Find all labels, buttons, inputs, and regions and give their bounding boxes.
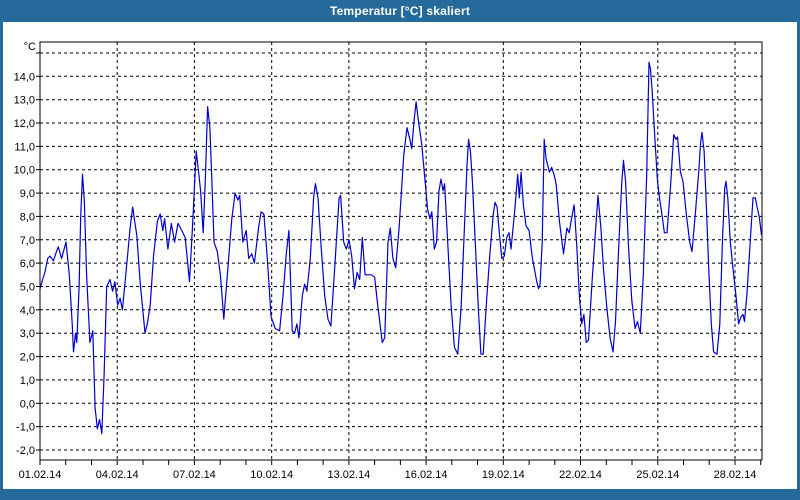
y-tick-label: 6,0 — [20, 258, 35, 270]
y-tick-label: 5,0 — [20, 282, 35, 294]
x-tick-label: 13.02.14 — [327, 469, 370, 481]
x-tick-label: 22.02.14 — [559, 469, 602, 481]
x-tick-label: 16.02.14 — [405, 469, 448, 481]
x-tick-label: 04.02.14 — [96, 469, 139, 481]
y-tick-label: 7,0 — [20, 235, 35, 247]
y-tick-label: 12,0 — [14, 118, 35, 130]
y-tick-label: 10,0 — [14, 165, 35, 177]
x-tick-label: 07.02.14 — [173, 469, 216, 481]
y-tick-label: -2,0 — [16, 445, 35, 457]
temperature-series-line — [39, 61, 763, 435]
x-tick-label: 28.02.14 — [714, 469, 757, 481]
window-title-bar: Temperatur [°C] skaliert — [0, 0, 800, 22]
y-axis-unit-label: °C — [24, 41, 36, 53]
y-tick-label: 1,0 — [20, 375, 35, 387]
plot-frame — [39, 41, 763, 461]
y-tick-label: 11,0 — [14, 141, 35, 153]
y-tick-label: 0,0 — [20, 398, 35, 410]
x-tick-label: 19.02.14 — [482, 469, 525, 481]
x-tick-label: 25.02.14 — [636, 469, 679, 481]
window-title: Temperatur [°C] skaliert — [329, 4, 471, 18]
y-tick-label: -1,0 — [16, 422, 35, 434]
y-tick-label: 4,0 — [20, 305, 35, 317]
x-tick-label: 10.02.14 — [250, 469, 293, 481]
x-tick-label: 01.02.14 — [19, 469, 62, 481]
y-tick-label: 14,0 — [14, 71, 35, 83]
y-tick-label: 3,0 — [20, 328, 35, 340]
y-tick-label: 9,0 — [20, 188, 35, 200]
y-tick-label: 2,0 — [20, 352, 35, 364]
y-tick-label: 8,0 — [20, 211, 35, 223]
y-tick-label: 13,0 — [14, 95, 35, 107]
